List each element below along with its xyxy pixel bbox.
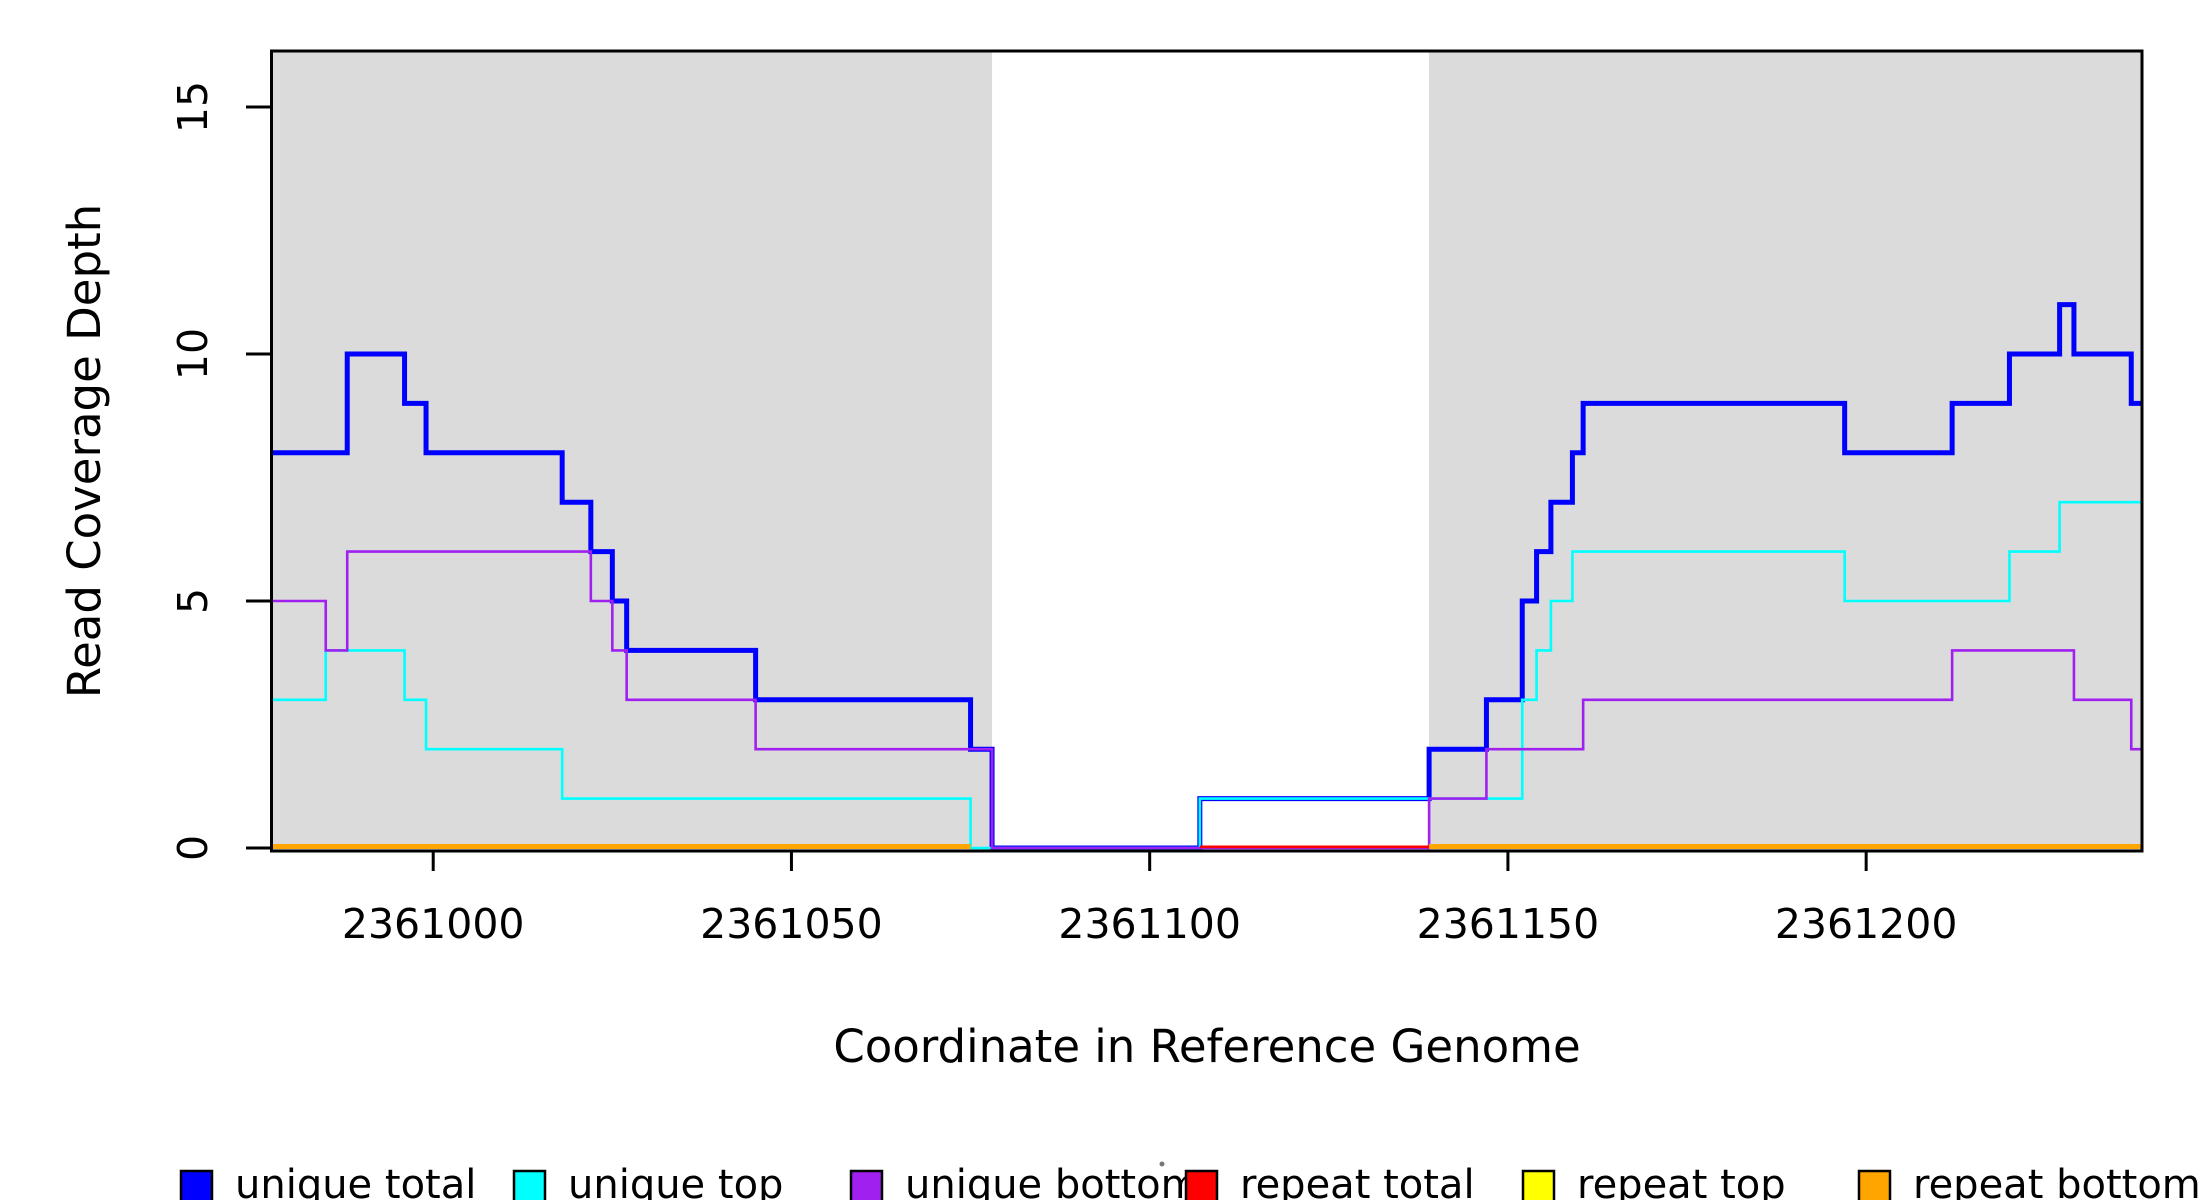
x-tick-label: 2361050	[700, 900, 883, 948]
x-tick-label: 2361100	[1058, 900, 1241, 948]
legend-label: unique bottom	[905, 1162, 1200, 1200]
legend-swatch-repeat-top	[1521, 1169, 1556, 1200]
legend-entry-repeat-top: repeat top	[1521, 1162, 1786, 1200]
y-tick-label: 5	[169, 588, 217, 614]
x-tick-label: 2361200	[1775, 900, 1958, 948]
legend-swatch-unique-top	[512, 1169, 547, 1200]
left-repeat-region	[272, 52, 993, 850]
x-tick-label: 2361000	[342, 900, 525, 948]
legend-label: repeat top	[1577, 1162, 1786, 1200]
legend-swatch-repeat-total	[1184, 1169, 1219, 1200]
x-axis-ticks: 2361000 2361050 2361100 2361150 2361200	[342, 851, 1958, 948]
legend-entry-unique-total: unique total	[179, 1162, 476, 1200]
stray-dot-artifact	[1159, 1161, 1165, 1167]
y-tick-label: 10	[169, 328, 217, 380]
legend-label: unique top	[568, 1162, 783, 1200]
legend-entry-unique-bottom: unique bottom	[849, 1162, 1200, 1200]
legend-label: repeat total	[1240, 1162, 1475, 1200]
series-lines	[272, 302, 2142, 851]
y-axis-title: Read Coverage Depth	[58, 204, 111, 698]
x-axis-title: Coordinate in Reference Genome	[833, 1020, 1580, 1073]
shaded-repeat-regions	[272, 52, 2142, 850]
legend-swatch-unique-total	[179, 1169, 214, 1200]
legend-entry-unique-top: unique top	[512, 1162, 783, 1200]
series-line-unique-bottom	[272, 550, 2142, 850]
legend: unique total unique top unique bottom repea…	[179, 1162, 2200, 1200]
legend-label: unique total	[235, 1162, 476, 1200]
legend-entry-repeat-bottom: repeat bottom	[1857, 1162, 2200, 1200]
right-repeat-region	[1429, 52, 2142, 850]
legend-label: repeat bottom	[1913, 1162, 2200, 1200]
legend-swatch-repeat-bottom	[1857, 1169, 1892, 1200]
legend-entry-repeat-total: repeat total	[1184, 1162, 1475, 1200]
x-tick-label: 2361150	[1417, 900, 1600, 948]
legend-swatch-unique-bottom	[849, 1169, 884, 1200]
y-tick-label: 0	[169, 835, 217, 861]
y-axis-ticks: 0 5 10 15	[169, 81, 272, 861]
series-line-unique-total	[272, 302, 2142, 851]
y-tick-label: 15	[169, 81, 217, 133]
plot-border-box	[270, 49, 2144, 853]
